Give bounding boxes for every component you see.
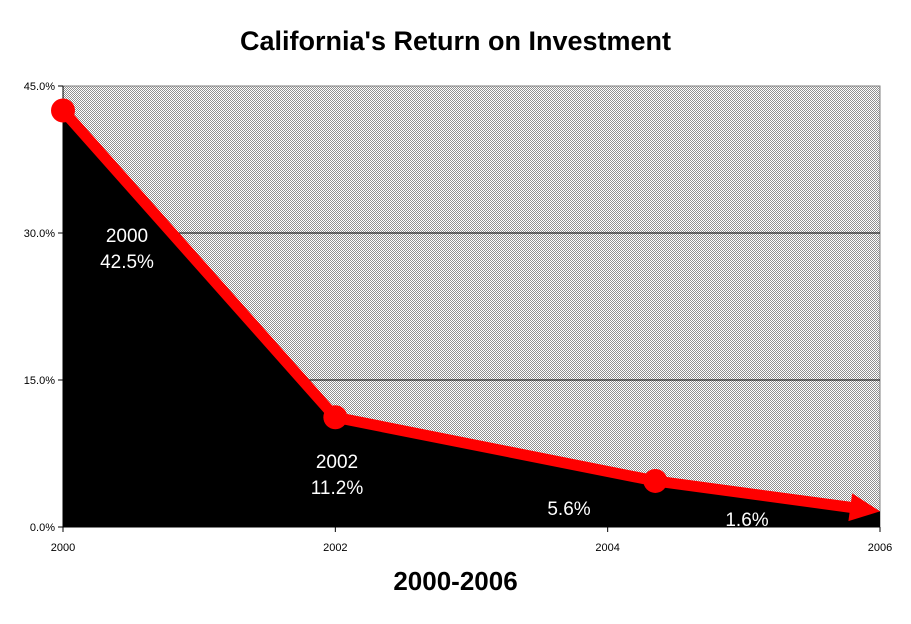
data-label: 42.5% — [100, 252, 154, 273]
x-tick-label: 2004 — [595, 542, 619, 554]
data-label: 5.6% — [547, 499, 590, 520]
data-label: 1.6% — [725, 510, 768, 531]
data-label: 2000 — [106, 226, 148, 247]
x-tick-label: 2002 — [323, 542, 347, 554]
x-tick-label: 2000 — [51, 542, 75, 554]
arrowhead-icon — [848, 493, 880, 522]
data-point-marker — [643, 468, 668, 493]
chart-title: California's Return on Investment — [240, 26, 671, 56]
series-line-segment — [329, 411, 661, 487]
data-label: 2002 — [316, 452, 358, 473]
y-tick-label: 15.0% — [24, 375, 55, 387]
series-line-segment — [649, 475, 864, 514]
x-axis-title: 2000-2006 — [393, 566, 518, 596]
x-tick-label: 2006 — [868, 542, 892, 554]
series-line-segment — [57, 105, 341, 423]
data-label: 11.2% — [311, 478, 364, 499]
y-tick-label: 30.0% — [24, 228, 55, 240]
y-tick-label: 0.0% — [30, 522, 55, 534]
data-point-marker — [323, 405, 348, 430]
series-area — [63, 110, 880, 527]
data-point-marker — [51, 98, 75, 123]
y-tick-label: 45.0% — [24, 81, 55, 93]
